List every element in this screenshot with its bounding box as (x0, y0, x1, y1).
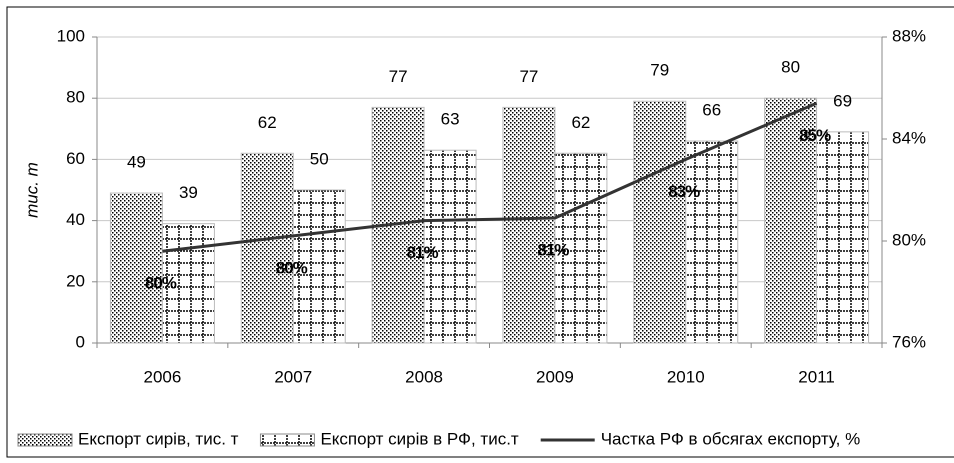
bar (685, 140, 739, 344)
bar (764, 97, 818, 344)
legend-swatch (259, 433, 315, 447)
bar-value-label: 39 (179, 183, 198, 202)
y2-tick-label: 88% (892, 26, 926, 45)
bar-value-label: 49 (127, 153, 146, 172)
x-tick-label: 2008 (405, 367, 443, 386)
y-tick-label: 80 (66, 88, 85, 107)
bar-value-label: 77 (389, 67, 408, 86)
bar (240, 152, 294, 344)
line-value-label: 83% (668, 182, 700, 201)
line-value-label: 85% (799, 126, 831, 145)
y-tick-label: 100 (57, 26, 85, 45)
bar (423, 149, 477, 344)
line-value-label: 80% (276, 258, 308, 277)
y-tick-label: 20 (66, 271, 85, 290)
bar-value-label: 66 (702, 101, 721, 120)
y-tick-label: 40 (66, 210, 85, 229)
bar-value-label: 63 (441, 110, 460, 129)
bar (161, 223, 215, 344)
y-axis-title: тис. т (22, 162, 41, 218)
bar (816, 131, 870, 344)
legend-label: Експорт сирів, тис. т (78, 429, 239, 448)
y2-tick-label: 80% (892, 230, 926, 249)
line-value-label: 81% (537, 241, 569, 260)
bar (502, 106, 556, 344)
chart-frame (6, 6, 954, 458)
bar-value-label: 77 (519, 67, 538, 86)
x-tick-label: 2009 (536, 367, 574, 386)
legend-label: Частка РФ в обсягах експорту, % (601, 429, 860, 448)
x-tick-label: 2010 (667, 367, 705, 386)
bar-value-label: 79 (650, 61, 669, 80)
x-tick-label: 2011 (798, 367, 835, 386)
y2-tick-label: 76% (892, 332, 926, 351)
line-value-label: 81% (407, 243, 439, 262)
y-tick-label: 0 (76, 332, 85, 351)
line (162, 101, 818, 253)
legend-swatch (17, 433, 73, 447)
bar (554, 152, 608, 344)
x-tick-label: 2006 (144, 367, 182, 386)
bar-value-label: 80 (781, 58, 800, 77)
legend-label: Експорт сирів в РФ, тис.т (320, 429, 518, 448)
bar-value-label: 62 (258, 113, 277, 132)
y2-tick-label: 84% (892, 128, 926, 147)
bar-value-label: 50 (310, 149, 329, 168)
bar (633, 100, 687, 344)
y-tick-label: 60 (66, 149, 85, 168)
bar-value-label: 69 (833, 91, 852, 110)
line-value-label: 80% (145, 274, 177, 293)
bar-value-label: 62 (571, 113, 590, 132)
bar (292, 189, 346, 344)
bar (109, 192, 163, 344)
x-tick-label: 2007 (274, 367, 312, 386)
